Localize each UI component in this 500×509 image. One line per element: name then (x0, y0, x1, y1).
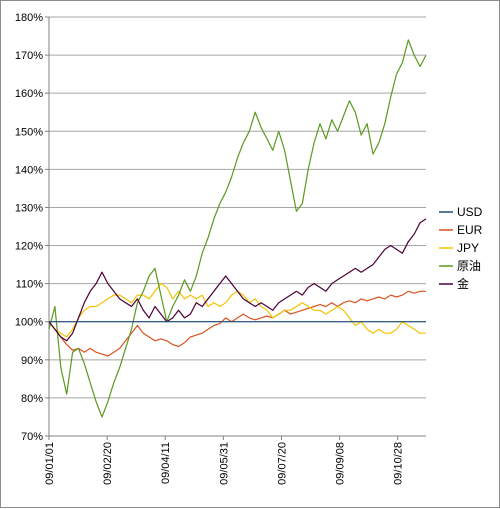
x-tick-label: 09/05/31 (218, 442, 230, 485)
legend-label: USD (457, 205, 483, 219)
legend-label: 原油 (457, 259, 481, 273)
legend-label: EUR (457, 223, 483, 237)
y-tick-label: 180% (15, 12, 43, 24)
axes (48, 17, 426, 437)
series-line-原油 (48, 39, 427, 418)
x-axis-ticks: 09/01/01 09/02/20 09/04/11 09/05/31 09/07/20… (44, 436, 405, 485)
y-tick-label: 70% (21, 431, 43, 443)
legend-label: 金 (457, 276, 469, 291)
y-tick-label: 160% (15, 88, 43, 100)
series-line-金 (48, 218, 427, 342)
y-tick-label: 80% (21, 393, 43, 405)
y-tick-label: 150% (15, 126, 43, 138)
y-tick-label: 100% (15, 317, 43, 329)
y-tick-label: 110% (16, 279, 44, 291)
legend-label: JPY (457, 241, 479, 255)
x-tick-label: 09/01/01 (44, 442, 56, 485)
x-tick-label: 09/10/28 (393, 442, 405, 485)
x-tick-label: 09/07/20 (276, 442, 288, 485)
gridlines (49, 16, 426, 399)
y-tick-label: 120% (15, 241, 43, 253)
x-tick-label: 09/09/08 (335, 442, 347, 485)
x-tick-label: 09/04/11 (160, 442, 172, 484)
series-lines (48, 39, 427, 418)
y-tick-label: 130% (15, 202, 43, 214)
x-tick-label: 09/02/20 (102, 442, 114, 485)
y-axis-ticks: 70% 80% 90% 100% 110% 120% 130% 140% 150% 160% 170… (15, 12, 49, 443)
y-tick-label: 90% (21, 355, 43, 367)
legend: USD EUR JPY 原油金 (439, 205, 483, 291)
y-tick-label: 170% (15, 50, 43, 62)
series-line-EUR (48, 290, 426, 357)
y-tick-label: 140% (15, 164, 43, 176)
